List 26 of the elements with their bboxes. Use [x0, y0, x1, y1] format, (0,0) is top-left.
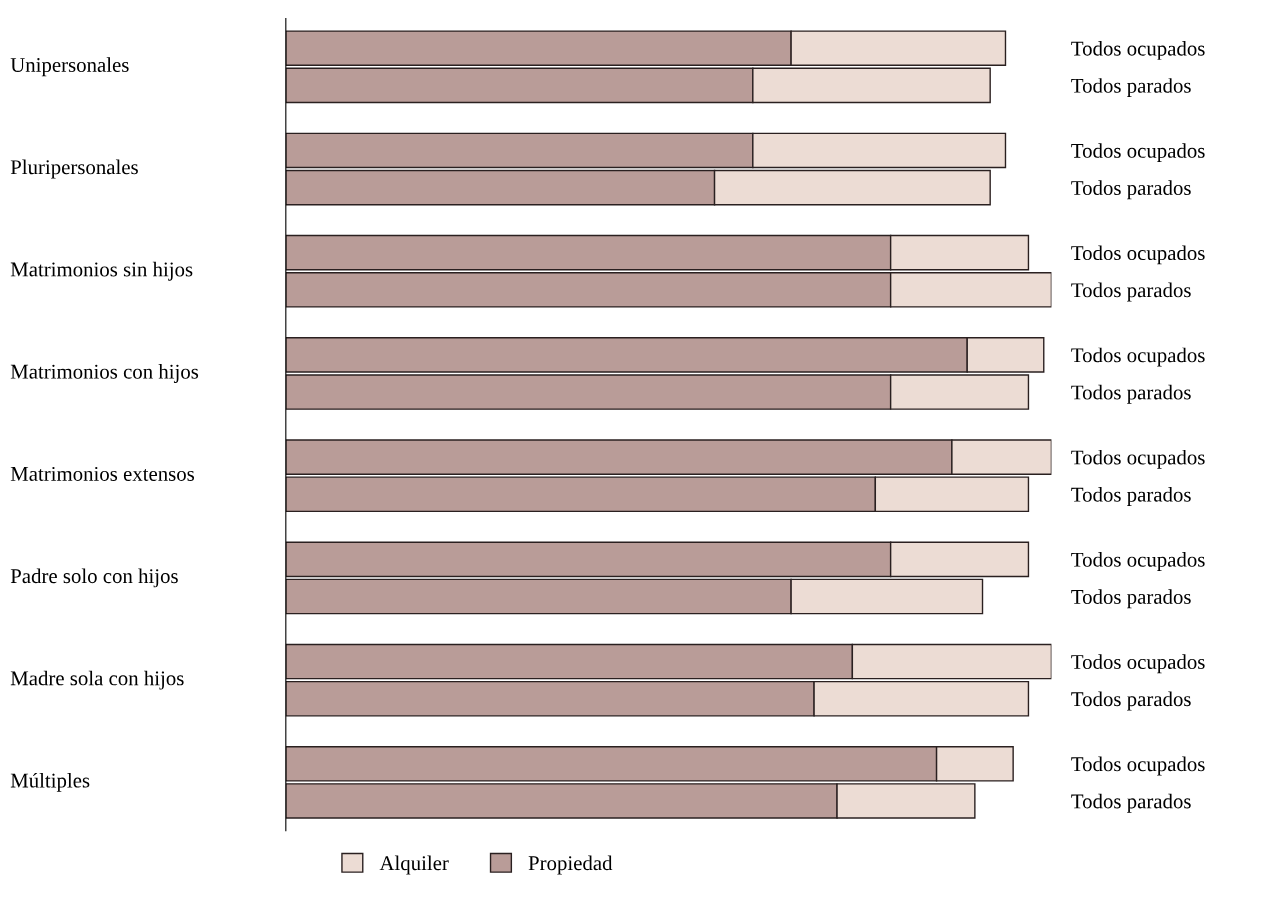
text: Padre solo con hijos	[10, 568, 178, 588]
y-tick-label: Todos ocupados	[1071, 40, 1205, 60]
y-tick-label: Todos parados	[1071, 180, 1191, 200]
y-tick-label: Todos parados	[1071, 384, 1191, 404]
y-tick-label: Todos ocupados	[1071, 756, 1205, 776]
y-tick-label: Todos parados	[1071, 793, 1191, 813]
y-tick-label: Todos parados	[1071, 282, 1191, 302]
text: Unipersonales	[10, 57, 129, 77]
text: Matrimonios extensos	[10, 466, 195, 481]
y-tick-label: Todos parados	[1071, 691, 1191, 711]
y-tick-label: Todos parados	[1071, 487, 1191, 506]
y-tick-label: Todos ocupados	[1071, 654, 1205, 674]
text: Pluripersonales	[10, 159, 138, 179]
y-tick-label: Todos parados	[1071, 78, 1191, 98]
y-tick-label: Todos ocupados	[1071, 143, 1205, 163]
y-tick-label: Todos ocupados	[1071, 449, 1205, 469]
text: Múltiples	[10, 772, 90, 792]
legend-label: Alquiler	[379, 855, 449, 875]
legend-label: Propiedad	[528, 855, 613, 875]
y-tick-label: Todos ocupados	[1071, 552, 1205, 571]
text: Madre sola con hijos	[10, 670, 184, 690]
text: Matrimonios sin hijos	[10, 261, 193, 281]
y-tick-label: Todos ocupados	[1071, 245, 1205, 265]
y-tick-label: Todos parados	[1071, 589, 1191, 609]
text: Matrimonios con hijos	[10, 364, 199, 383]
y-tick-label: Todos ocupados	[1071, 347, 1205, 367]
